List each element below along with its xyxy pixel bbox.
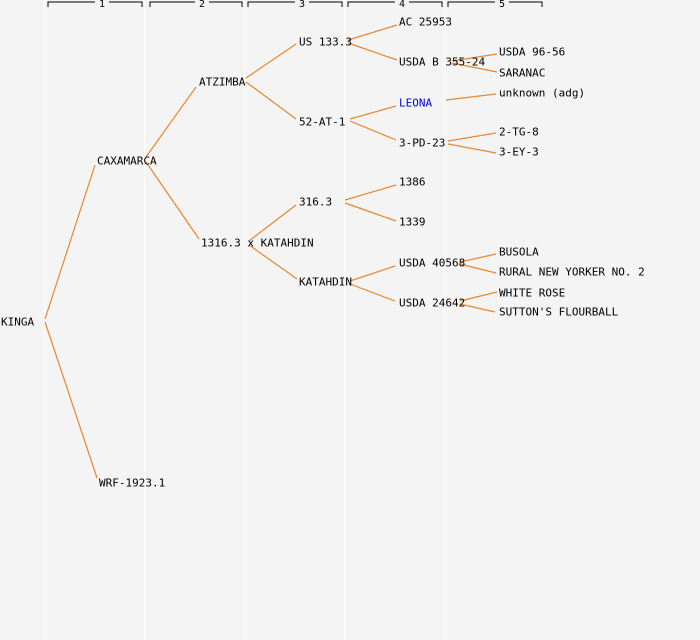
generation-header-4: 4 (394, 0, 410, 10)
edge-kinga-wrf-1923-1 (44, 321, 98, 479)
node-leona[interactable]: LEONA (399, 96, 433, 110)
node-52-at-1[interactable]: 52-AT-1 (299, 115, 346, 129)
edge-3-pd-23-2-tg-8 (447, 132, 497, 142)
edge-usda-b-355-24-saranac (451, 62, 498, 73)
node-usda-b-355-24[interactable]: USDA B 355-24 (399, 55, 486, 69)
generation-header-1: 1 (94, 0, 110, 10)
node-usda-24642[interactable]: USDA 24642 (399, 296, 466, 310)
edge-316-3-1339 (344, 202, 397, 222)
node-wrf-1923-1[interactable]: WRF-1923.1 (99, 476, 166, 490)
node-us-133-3[interactable]: US 133.3 (299, 35, 352, 49)
node-kinga[interactable]: KINGA (1, 315, 35, 329)
edge-316-3-1386 (344, 184, 397, 201)
generation-header-3: 3 (294, 0, 310, 10)
node-3-pd-23[interactable]: 3-PD-23 (399, 136, 446, 150)
node-white-rose[interactable]: WHITE ROSE (499, 286, 566, 300)
node-busola[interactable]: BUSOLA (499, 245, 539, 259)
node-316-3[interactable]: 316.3 (299, 195, 333, 209)
node-1386[interactable]: 1386 (399, 175, 426, 189)
node-3-ey-3[interactable]: 3-EY-3 (499, 145, 539, 159)
node-1339[interactable]: 1339 (399, 215, 426, 229)
edge-us-133-3-usda-b-355-24 (347, 42, 398, 61)
node-caxamarca[interactable]: CAXAMARCA (97, 154, 157, 168)
edge-usda-40568-busola (459, 253, 497, 263)
edge-caxamarca-atzimba (145, 86, 197, 158)
edge-usda-24642-white-rose (459, 291, 498, 302)
edge-us-133-3-ac-25953 (347, 24, 398, 41)
edge-katahdin-usda-40568 (349, 265, 396, 282)
edge-caxamarca-1316-3-x-katahdin (145, 161, 200, 240)
node-usda-96-56[interactable]: USDA 96-56 (499, 45, 566, 59)
node-unknown-adg[interactable]: unknown (adg) (499, 86, 586, 100)
node-suttons-flourball[interactable]: SUTTON'S FLOURBALL (499, 305, 619, 319)
node-ac-25953[interactable]: AC 25953 (399, 15, 452, 29)
node-usda-40568[interactable]: USDA 40568 (399, 256, 466, 270)
edge-usda-24642-suttons-flourball (459, 303, 496, 313)
edge-leona-unknown-adg (445, 93, 497, 101)
edge-usda-40568-rural-new-yorker-no-2 (459, 263, 497, 274)
node-katahdin[interactable]: KATAHDIN (299, 275, 352, 289)
node-rural-new-yorker-no-2[interactable]: RURAL NEW YORKER NO. 2 (499, 265, 645, 279)
edge-3-pd-23-3-ey-3 (447, 143, 497, 154)
edge-usda-b-355-24-usda-96-56 (451, 53, 498, 62)
node-2-tg-8[interactable]: 2-TG-8 (499, 125, 539, 139)
edge-atzimba-52-at-1 (245, 81, 297, 120)
edge-52-at-1-3-pd-23 (349, 120, 397, 141)
edge-kinga-caxamarca (44, 164, 96, 320)
edge-katahdin-usda-24642 (349, 283, 396, 302)
generation-header-5: 5 (494, 0, 510, 10)
generation-header-2: 2 (194, 0, 210, 10)
node-1316-3-x-katahdin[interactable]: 1316.3 x KATAHDIN (201, 236, 314, 250)
edge-1316-3-x-katahdin-katahdin (248, 244, 298, 280)
edge-1316-3-x-katahdin-316-3 (248, 204, 297, 242)
node-atzimba[interactable]: ATZIMBA (199, 75, 246, 89)
edge-atzimba-us-133-3 (245, 43, 297, 79)
edge-52-at-1-leona (349, 105, 397, 120)
node-saranac[interactable]: SARANAC (499, 66, 546, 80)
